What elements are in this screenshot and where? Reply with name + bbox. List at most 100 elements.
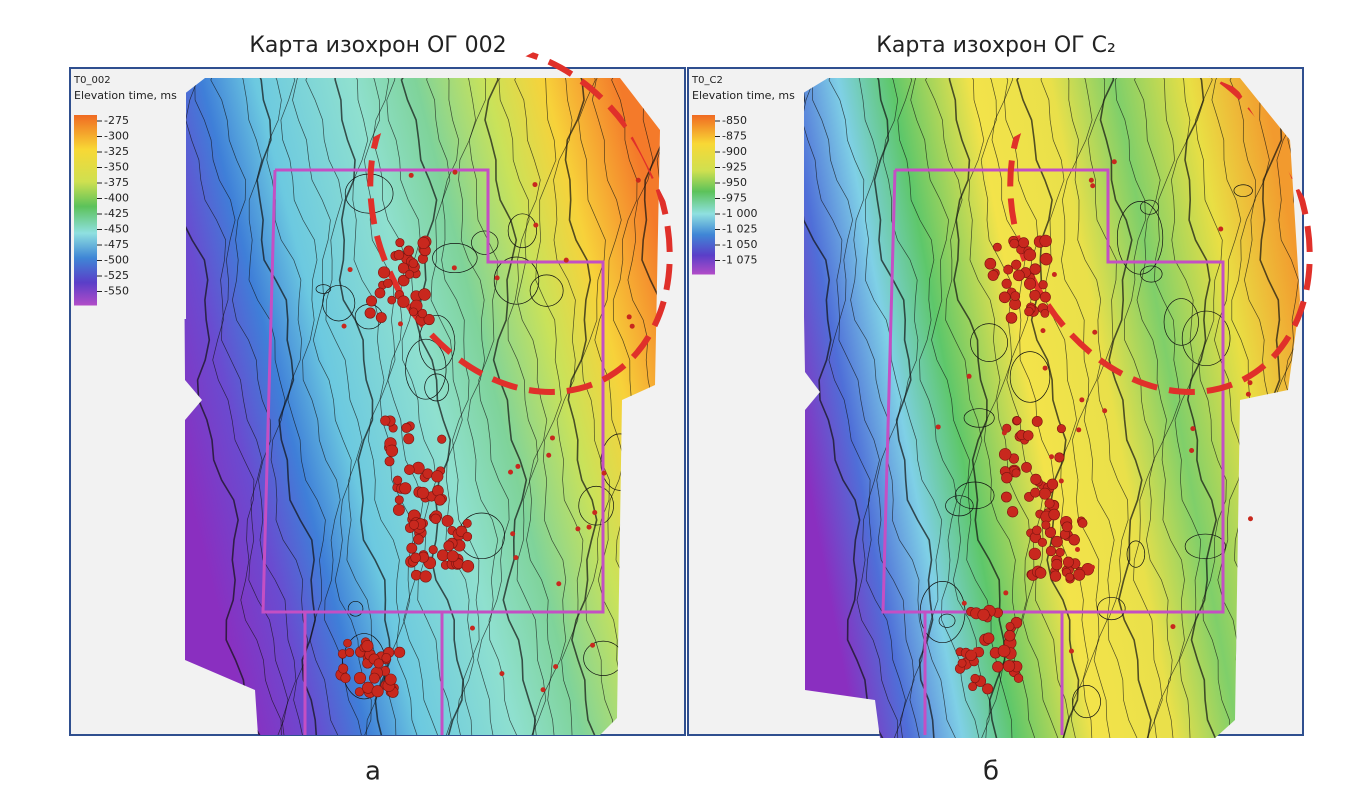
well (452, 265, 457, 270)
well (338, 664, 348, 674)
colorbar-label: -425 (104, 207, 129, 220)
well (1049, 509, 1060, 520)
well (420, 571, 431, 582)
well (402, 423, 411, 432)
legend-unit: Elevation time, ms (74, 89, 177, 102)
legend-unit: Elevation time, ms (692, 89, 795, 102)
well (1049, 454, 1054, 459)
well (362, 640, 373, 651)
well (1047, 479, 1058, 490)
well (376, 312, 386, 322)
well (1069, 649, 1074, 654)
colorbar-label: -300 (104, 130, 129, 143)
well (1050, 571, 1061, 582)
well (1057, 424, 1065, 432)
well (394, 250, 404, 260)
well (1013, 270, 1024, 281)
well (1102, 408, 1107, 413)
well (510, 531, 515, 536)
well (1055, 453, 1064, 462)
colorbar-label: -350 (104, 161, 129, 174)
well (463, 519, 471, 527)
well (395, 496, 403, 504)
well (985, 258, 996, 269)
panel-caption: а (365, 757, 381, 787)
well (1024, 278, 1035, 289)
colorbar-label: -275 (104, 114, 129, 127)
colorbar-label: -475 (104, 238, 129, 251)
colorbar-label: -900 (722, 145, 747, 158)
colorbar-label: -1 075 (722, 254, 757, 267)
well (1066, 573, 1074, 581)
well (1190, 426, 1195, 431)
well (1246, 392, 1251, 397)
legend-name: T0_002 (73, 75, 111, 86)
well (345, 648, 353, 656)
well (409, 259, 418, 268)
well (453, 170, 458, 175)
well (429, 545, 437, 553)
well (1013, 417, 1021, 425)
well (1046, 546, 1056, 556)
well (348, 267, 353, 272)
well (978, 609, 990, 621)
well (470, 626, 475, 631)
well (369, 673, 379, 683)
well (1031, 474, 1042, 485)
well (1030, 264, 1041, 275)
well (993, 243, 1001, 251)
well (462, 560, 474, 572)
well (1075, 547, 1080, 552)
well (971, 674, 980, 683)
well (602, 471, 607, 476)
well (447, 551, 458, 562)
well (1007, 506, 1018, 517)
well (1045, 499, 1055, 509)
well (1065, 523, 1070, 528)
well (354, 672, 365, 683)
well (515, 464, 520, 469)
well (372, 685, 383, 696)
well (444, 541, 454, 551)
well (1029, 548, 1041, 560)
well (407, 543, 417, 553)
well (418, 237, 430, 249)
figure: Карта изохрон ОГ 002T0_002Elevation time… (0, 0, 1361, 802)
well (342, 324, 347, 329)
well (967, 374, 972, 379)
well (983, 633, 994, 644)
well (1004, 630, 1015, 641)
well (1189, 448, 1194, 453)
well (546, 453, 551, 458)
well (499, 671, 504, 676)
well (388, 296, 396, 304)
well (396, 238, 404, 246)
well (1031, 488, 1040, 497)
colorbar-label: -450 (104, 223, 129, 236)
well (564, 258, 569, 263)
well (1003, 660, 1014, 671)
well (590, 643, 595, 648)
well (405, 270, 413, 278)
well (575, 526, 580, 531)
well (988, 270, 998, 280)
well (437, 550, 448, 561)
well (1040, 292, 1050, 302)
well (1079, 397, 1084, 402)
well (1052, 559, 1063, 570)
well (1170, 624, 1175, 629)
well (442, 515, 453, 526)
well (393, 504, 404, 515)
well (404, 246, 414, 256)
well (973, 647, 978, 652)
well (1038, 538, 1047, 547)
well (1003, 590, 1008, 595)
well (1039, 488, 1050, 499)
well (435, 495, 446, 506)
well (1042, 521, 1050, 529)
well (414, 534, 424, 544)
map-title: Карта изохрон ОГ C₂ (876, 33, 1116, 58)
well (431, 514, 441, 524)
well (587, 525, 592, 530)
